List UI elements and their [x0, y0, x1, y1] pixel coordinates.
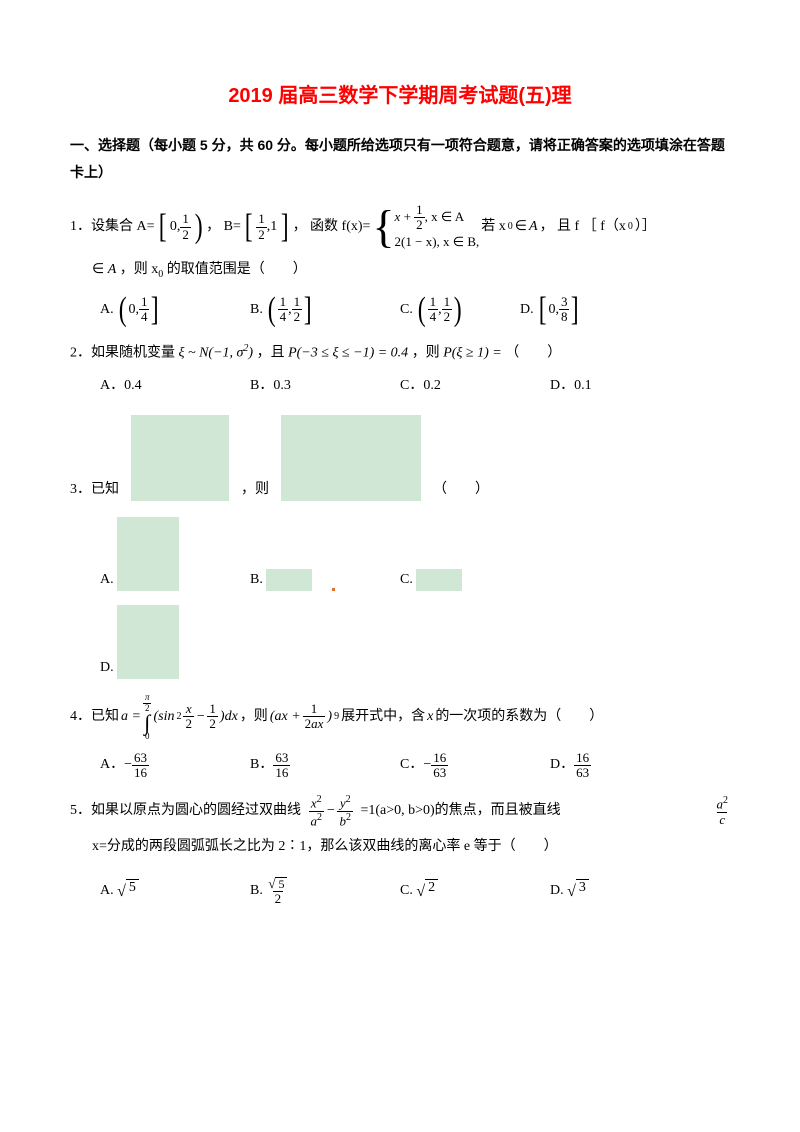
q4-opt-d: D． 1663: [550, 751, 700, 781]
placeholder-box: [117, 605, 179, 679]
q3-stem: 3．已知 ，则 （ ）: [70, 411, 730, 501]
q1-line2: ∈ A ，则 x0 的取值范围是（ ）: [92, 259, 730, 283]
q5-opt-c: C. √2: [400, 879, 550, 905]
q4-opt-b: B． 6316: [250, 751, 400, 781]
q2-opt-c: C．0.2: [400, 375, 550, 397]
integral-icon: ∫: [144, 714, 150, 732]
q2-opt-d: D．0.1: [550, 375, 700, 397]
brace-icon: {: [372, 207, 394, 247]
placeholder-box: [117, 517, 179, 591]
q1-setA: 0,12: [170, 212, 191, 242]
bracket-left: [: [245, 210, 253, 244]
q3-opt-c: C.: [400, 569, 550, 591]
q3-opt-d: D.: [100, 605, 250, 679]
q1-opt-b: B. ( 14,12 ]: [250, 293, 400, 327]
placeholder-box: [281, 415, 421, 501]
q4-options: A． − 6316 B． 6316 C． − 1663 D． 1663: [100, 751, 730, 781]
placeholder-box: [131, 415, 229, 501]
q1-opt-d: D. [ 0,38 ]: [520, 293, 620, 327]
q2-options: A．0.4 B．0.3 C．0.2 D．0.1: [100, 375, 730, 397]
q1-setB: 12,1: [256, 212, 277, 242]
q1-opt-c: C. ( 14,12 ): [400, 293, 520, 327]
q4-opt-a: A． − 6316: [100, 751, 250, 781]
q3-options-row1: A. B. C.: [100, 517, 730, 591]
section-heading: 一、选择题（每小题 5 分，共 60 分。每小题所给选项只有一项符合题意，请将正…: [70, 132, 730, 185]
q3-opt-b: B.: [250, 569, 400, 591]
placeholder-box: [416, 569, 462, 591]
q2-opt-b: B．0.3: [250, 375, 400, 397]
piecewise-cases: x + 12, x ∈ A 2(1 − x), x ∈ B,: [395, 203, 480, 251]
q3-opt-a: A.: [100, 517, 250, 591]
q1-line1: 1．设集合 A= [ 0,12 ) ， B= [ 12,1 ] ， 函数 f(x…: [70, 203, 730, 251]
q1-opt-a: A. ( 0,14 ]: [100, 293, 250, 327]
q5-line2: x=分成的两段圆弧弧长之比为 2∶1，那么该双曲线的离心率 e 等于（ ）: [92, 836, 730, 858]
q5-line1: 5．如果以原点为圆心的圆经过双曲线 x2a2 − y2b2 =1(a>0, b>…: [70, 794, 730, 828]
q5-opt-b: B. √52: [250, 877, 400, 907]
q5-options: A. √5 B. √52 C. √2 D. √3: [100, 877, 730, 907]
q4-stem: 4．已知 a = π2 ∫ 0 (sin2 x2 − 12 )dx ，则 (ax…: [70, 693, 730, 740]
q4-opt-c: C． − 1663: [400, 751, 550, 781]
q1-mid1: ， B=: [206, 216, 241, 238]
q5-opt-a: A. √5: [100, 879, 250, 905]
q5-opt-d: D. √3: [550, 879, 700, 905]
question-3: 3．已知 ，则 （ ） A. B. C.: [70, 411, 730, 679]
exam-page: 2019 届高三数学下学期周考试题(五)理 一、选择题（每小题 5 分，共 60…: [0, 0, 800, 960]
piecewise: { x + 12, x ∈ A 2(1 − x), x ∈ B,: [372, 203, 479, 251]
question-5: 5．如果以原点为圆心的圆经过双曲线 x2a2 − y2b2 =1(a>0, b>…: [70, 794, 730, 906]
dot-icon: [332, 588, 335, 591]
bracket-left: [: [158, 210, 166, 244]
page-title: 2019 届高三数学下学期周考试题(五)理: [70, 80, 730, 112]
q2-stem: 2．如果随机变量 ξ ~ N(−1, σ2) ，且 P(−3 ≤ ξ ≤ −1)…: [70, 341, 730, 365]
bracket-right: ]: [281, 210, 289, 244]
question-2: 2．如果随机变量 ξ ~ N(−1, σ2) ，且 P(−3 ≤ ξ ≤ −1)…: [70, 341, 730, 397]
bracket-right: ): [195, 210, 203, 244]
q1-mid2: ， 函数 f(x)=: [293, 216, 371, 238]
set-A: A: [529, 216, 538, 238]
placeholder-box: [266, 569, 312, 591]
question-4: 4．已知 a = π2 ∫ 0 (sin2 x2 − 12 )dx ，则 (ax…: [70, 693, 730, 780]
q1-prefix: 1．设集合 A=: [70, 216, 155, 238]
q1-options: A. ( 0,14 ] B. ( 14,12 ] C. ( 14,12 ) D.…: [100, 293, 730, 327]
q3-options-row2: D.: [100, 605, 730, 679]
question-1: 1．设集合 A= [ 0,12 ) ， B= [ 12,1 ] ， 函数 f(x…: [70, 203, 730, 327]
q1-tail: 若 x: [481, 216, 506, 238]
q2-opt-a: A．0.4: [100, 375, 250, 397]
